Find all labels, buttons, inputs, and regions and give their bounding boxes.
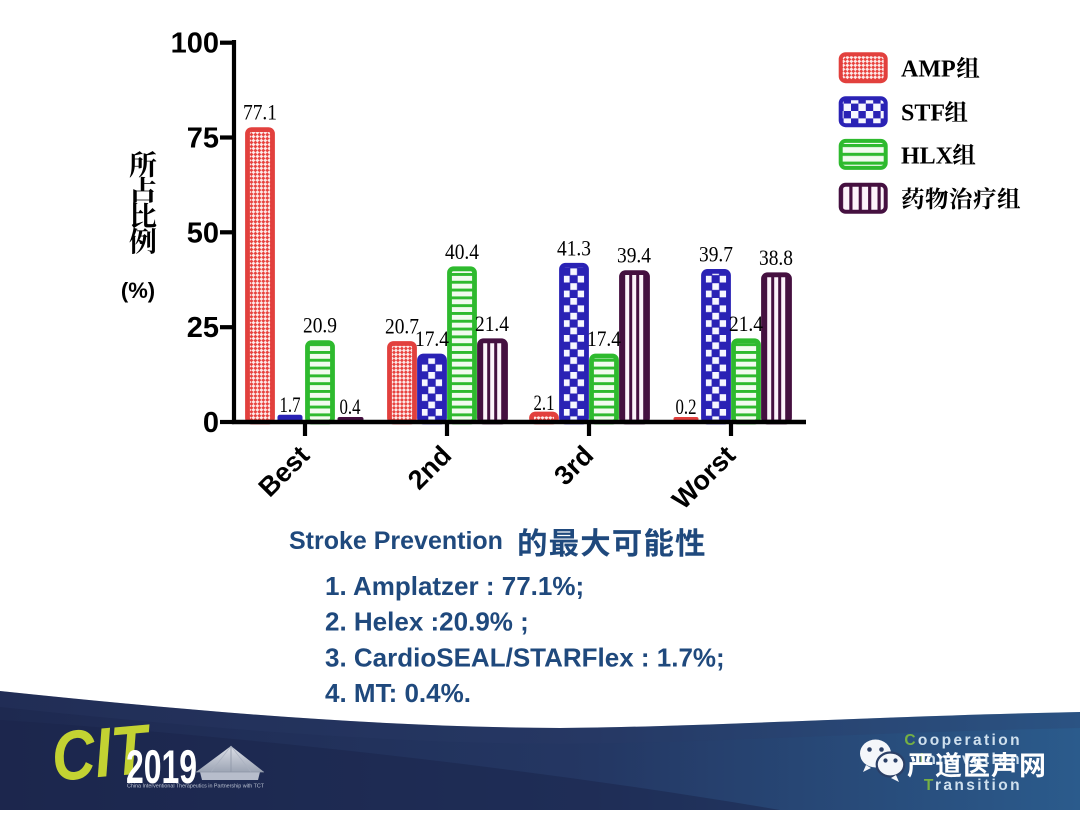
svg-text:21.4: 21.4 [475,311,509,336]
svg-text:Stroke Prevention: Stroke Prevention [289,527,503,555]
svg-text:41.3: 41.3 [557,235,591,260]
svg-text:20.9: 20.9 [303,313,337,338]
svg-text:0.4: 0.4 [340,394,361,419]
svg-text:CIT: CIT [48,709,155,796]
svg-text:STF: STF [901,101,945,127]
svg-text:17.4: 17.4 [415,326,449,351]
svg-text:2. Helex :20.9% ;: 2. Helex :20.9% ; [325,607,529,637]
svg-text:39.7: 39.7 [699,241,733,266]
svg-text:AMP: AMP [901,57,956,83]
svg-text:1.7: 1.7 [280,392,301,417]
svg-text:1. Amplatzer : 77.1%;: 1. Amplatzer : 77.1%; [325,571,584,601]
svg-text:2.1: 2.1 [534,390,555,415]
svg-text:20.7: 20.7 [385,314,419,339]
svg-text:3. CardioSEAL/STARFlex : 1.7%;: 3. CardioSEAL/STARFlex : 1.7%; [325,642,725,672]
svg-text:Transition: Transition [924,777,1022,794]
svg-text:100: 100 [171,28,219,60]
svg-text:0.2: 0.2 [676,394,697,419]
svg-text:HLX: HLX [901,143,954,169]
svg-text:4. MT: 0.4%.: 4. MT: 0.4%. [325,678,471,708]
svg-text:(%): (%) [121,278,155,303]
svg-text:17.4: 17.4 [587,326,621,351]
svg-text:Cooperation: Cooperation [904,732,1022,749]
svg-text:China Interventional Therapeut: China Interventional Therapeutics in Par… [127,784,265,790]
svg-text:39.4: 39.4 [617,243,651,268]
svg-text:25: 25 [187,312,219,344]
svg-text:40.4: 40.4 [445,239,479,264]
svg-text:0: 0 [203,407,219,439]
svg-text:21.4: 21.4 [729,311,763,336]
svg-text:77.1: 77.1 [243,100,277,125]
svg-text:75: 75 [187,123,219,155]
svg-text:38.8: 38.8 [759,245,793,270]
svg-text:50: 50 [187,217,219,249]
svg-text:2019: 2019 [126,741,197,794]
